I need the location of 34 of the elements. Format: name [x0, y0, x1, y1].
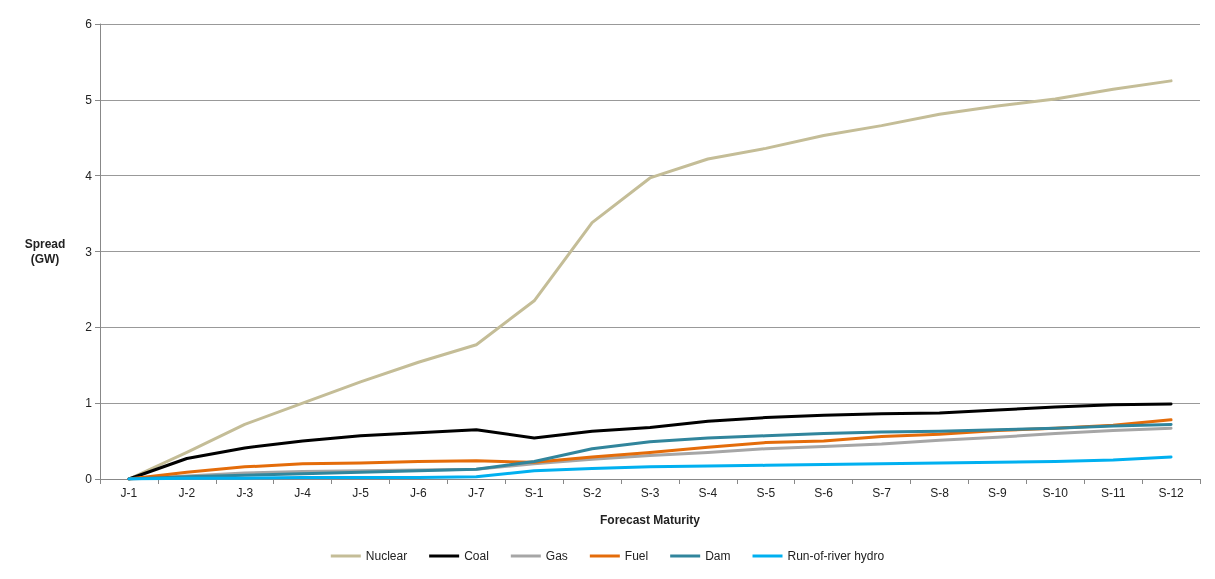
- x-tick-label: S-6: [814, 486, 834, 500]
- y-tick-label: 6: [85, 17, 93, 31]
- x-tick-label: S-2: [582, 486, 602, 500]
- x-tick-label: S-10: [1042, 486, 1069, 500]
- x-tick-label: J-2: [178, 486, 196, 500]
- legend-label: Dam: [705, 549, 731, 563]
- x-tick-label: S-7: [872, 486, 892, 500]
- y-axis-title: Spread (GW): [24, 237, 66, 266]
- x-tick-label: S-4: [698, 486, 718, 500]
- x-tick-label: J-1: [120, 486, 138, 500]
- x-tick-label: S-9: [988, 486, 1008, 500]
- x-tick-label: S-8: [930, 486, 950, 500]
- x-tick-label: J-3: [236, 486, 254, 500]
- x-axis-title: Forecast Maturity: [599, 513, 701, 527]
- x-tick-label: J-6: [410, 486, 428, 500]
- y-tick-label: 3: [85, 244, 93, 259]
- x-tick-label: S-3: [640, 486, 660, 500]
- x-tick-label: S-5: [756, 486, 776, 500]
- y-tick-label: 0: [85, 472, 93, 486]
- legend-label: Coal: [464, 549, 489, 563]
- x-tick-label: J-5: [352, 486, 370, 500]
- x-tick-label: S-11: [1100, 486, 1126, 500]
- x-tick-label: J-7: [467, 486, 485, 500]
- x-tick-label: S-1: [524, 486, 544, 500]
- y-tick-label: 4: [85, 168, 93, 183]
- legend-label: Run-of-river hydro: [787, 549, 885, 563]
- y-tick-label: 5: [85, 92, 93, 107]
- y-tick-label: 2: [85, 320, 93, 335]
- legend-label: Fuel: [624, 549, 649, 563]
- y-tick-label: 1: [85, 396, 93, 411]
- legend-label: Nuclear: [365, 549, 408, 563]
- x-tick-label: J-4: [294, 486, 312, 500]
- legend-label: Gas: [545, 549, 568, 563]
- x-tick-label: S-12: [1158, 486, 1185, 500]
